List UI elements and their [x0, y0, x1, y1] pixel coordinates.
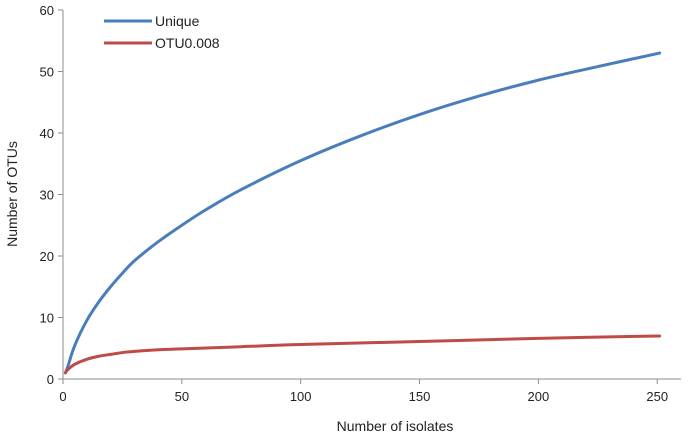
x-axis-title: Number of isolates — [337, 418, 454, 434]
legend-label-otu0008: OTU0.008 — [155, 35, 220, 51]
tick-labels: 0 10 20 30 40 50 60 0 50 100 150 200 250 — [40, 3, 669, 404]
series-line-otu0008 — [63, 334, 662, 375]
x-tick-label: 0 — [59, 389, 66, 404]
series-line-unique — [63, 51, 662, 375]
y-tick-label: 40 — [40, 126, 54, 141]
x-tick-label: 150 — [409, 389, 431, 404]
legend-label-unique: Unique — [155, 13, 200, 29]
x-tick-label: 250 — [646, 389, 668, 404]
x-tick-label: 200 — [528, 389, 550, 404]
legend: Unique OTU0.008 — [104, 13, 220, 51]
axes — [58, 9, 681, 384]
y-tick-label: 50 — [40, 65, 54, 80]
y-tick-label: 60 — [40, 3, 54, 18]
y-axis-title: Number of OTUs — [4, 141, 20, 247]
y-tick-label: 30 — [40, 188, 54, 203]
series-lines — [63, 51, 662, 375]
x-tick-label: 100 — [290, 389, 312, 404]
y-tick-label: 0 — [47, 372, 54, 387]
y-tick-label: 10 — [40, 311, 54, 326]
y-tick-label: 20 — [40, 249, 54, 264]
x-tick-label: 50 — [175, 389, 189, 404]
